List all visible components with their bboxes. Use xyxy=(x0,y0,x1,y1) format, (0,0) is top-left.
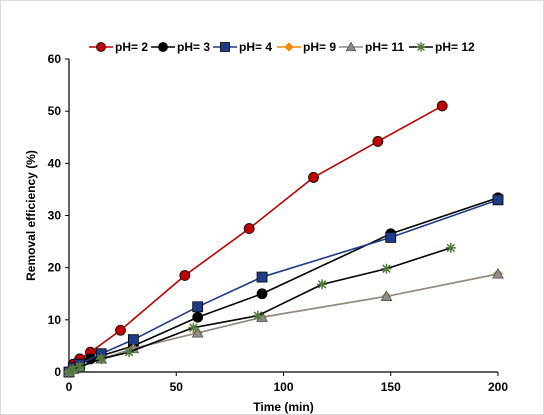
legend-label: pH= 4 xyxy=(239,40,272,54)
y-tick-label: 30 xyxy=(48,209,62,223)
data-point xyxy=(436,100,448,112)
y-tick-label: 50 xyxy=(48,104,62,118)
data-point xyxy=(256,288,268,300)
series-line xyxy=(68,247,452,373)
legend-item: pH= 12 xyxy=(409,40,475,54)
data-point xyxy=(74,361,85,372)
legend: pH= 2 pH= 3 pH= 4 pH= 9 pH= 11 pH= 12 xyxy=(89,40,475,54)
data-point xyxy=(372,136,384,147)
legend-marker xyxy=(158,42,168,52)
data-point xyxy=(256,271,268,283)
legend-item: pH= 2 xyxy=(89,40,148,54)
data-point xyxy=(192,301,204,313)
legend-label: pH= 2 xyxy=(115,40,148,54)
data-point xyxy=(492,267,504,279)
x-tick-label: 200 xyxy=(488,380,508,394)
legend-item: pH= 11 xyxy=(339,40,404,54)
legend-item: pH= 3 xyxy=(151,40,210,54)
data-point xyxy=(317,279,328,290)
series-line xyxy=(68,273,499,373)
x-tick-label: 100 xyxy=(273,380,293,394)
legend-marker xyxy=(284,42,294,52)
legend-item: pH= 4 xyxy=(213,40,272,54)
data-point xyxy=(385,232,397,243)
y-tick-label: 60 xyxy=(48,52,62,66)
data-point xyxy=(308,172,319,183)
data-point xyxy=(64,367,74,377)
data-point xyxy=(179,270,191,281)
legend-marker xyxy=(416,42,426,52)
data-point xyxy=(381,263,392,274)
series-line xyxy=(68,273,499,373)
x-tick-label: 0 xyxy=(66,380,73,394)
legend-label: pH= 11 xyxy=(365,40,404,54)
data-point xyxy=(252,310,263,321)
data-point xyxy=(115,324,126,336)
legend-item: pH= 9 xyxy=(277,40,336,54)
plot-area xyxy=(63,100,504,378)
data-point xyxy=(124,347,135,358)
series-ph-12 xyxy=(64,242,456,377)
data-point xyxy=(96,353,107,364)
data-point xyxy=(380,290,393,301)
legend-label: pH= 9 xyxy=(303,40,336,54)
legend-label: pH= 12 xyxy=(435,40,475,54)
data-point xyxy=(492,194,504,206)
y-tick-label: 20 xyxy=(48,261,62,275)
legend-marker xyxy=(345,41,357,52)
axes: 0 10 20 30 40 50 60 0 50 100 150 200 xyxy=(48,52,509,394)
y-axis-title: Removal efficiency (%) xyxy=(24,150,38,281)
data-point xyxy=(445,242,456,253)
data-point xyxy=(243,223,255,234)
data-point xyxy=(188,322,199,333)
data-point xyxy=(191,326,204,338)
data-point xyxy=(192,311,204,323)
x-tick-label: 50 xyxy=(170,380,184,394)
legend-marker xyxy=(96,42,106,52)
y-tick-label: 0 xyxy=(54,365,61,379)
legend-marker xyxy=(220,42,230,52)
y-tick-label: 10 xyxy=(48,313,62,327)
legend-label: pH= 3 xyxy=(177,40,210,54)
x-tick-label: 150 xyxy=(381,380,401,394)
x-axis-title: Time (min) xyxy=(253,400,313,414)
y-tick-label: 40 xyxy=(48,156,62,170)
